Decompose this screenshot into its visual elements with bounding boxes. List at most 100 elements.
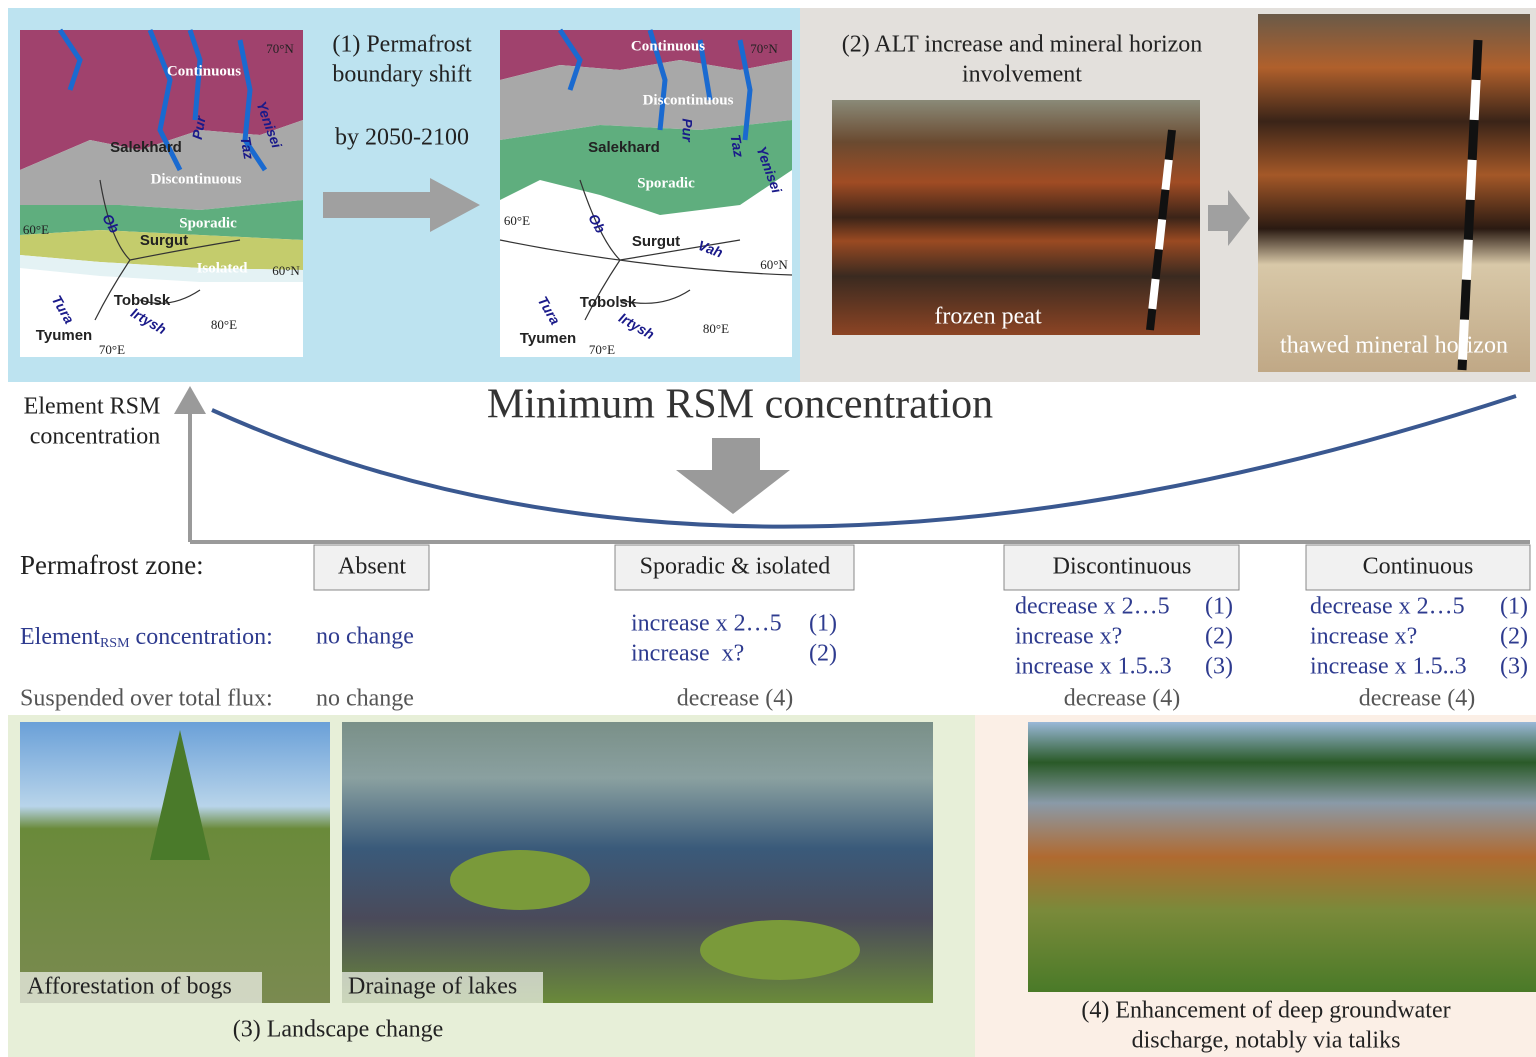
zone-sporadic <box>20 200 303 240</box>
element-ref: (2) <box>809 641 837 667</box>
map-label: Tyumen <box>36 327 92 344</box>
photo-caption: Drainage of lakes <box>348 974 517 1000</box>
map-label: Surgut <box>632 233 680 250</box>
panel-3-title: (3) Landscape change <box>233 1017 444 1043</box>
map-label: 80°E <box>211 317 237 332</box>
photo-caption: Afforestation of bogs <box>27 974 232 1000</box>
zone-isolated-edge <box>20 255 303 282</box>
future-map <box>499 28 793 357</box>
panel-4-title: discharge, notably via taliks <box>1132 1028 1401 1054</box>
rivers <box>557 28 753 141</box>
flux-change: no change <box>316 686 414 712</box>
map-label: Tobolsk <box>580 294 637 311</box>
element-change: increase x? <box>631 641 744 667</box>
photo-frozen-peat <box>832 100 1200 335</box>
map-label: 70°N <box>750 41 778 56</box>
map-label: 70°N <box>266 41 294 56</box>
element-ref: (3) <box>1500 654 1528 680</box>
photo-caption: thawed mineral horizon <box>1280 333 1508 359</box>
zone-box <box>614 544 855 591</box>
label-main: Element <box>20 624 100 650</box>
zone-box <box>313 544 430 591</box>
map-label: Sporadic <box>179 215 237 231</box>
map-label: 70°E <box>589 342 615 357</box>
photo-thawed-horizon <box>1258 14 1530 372</box>
map-label: 60°E <box>504 213 530 228</box>
panel-1-period: by 2050-2100 <box>335 125 469 151</box>
map-label: 60°N <box>272 263 300 278</box>
panel-1-title: (1) Permafrost <box>332 32 472 58</box>
map-label: 70°E <box>99 342 125 357</box>
element-change: increase x? <box>1015 624 1122 650</box>
element-ref: (2) <box>1500 624 1528 650</box>
map-label: 80°E <box>703 321 729 336</box>
current-map <box>20 28 303 357</box>
tree <box>150 730 210 860</box>
flux-row-label: Suspended over total flux: <box>20 686 273 712</box>
caption-bg <box>342 972 543 1003</box>
map-label: 60°E <box>23 222 49 237</box>
zone-name: Discontinuous <box>1053 554 1192 580</box>
y-axis-label: concentration <box>30 424 161 450</box>
shift-arrow <box>323 178 480 232</box>
alt-arrow <box>1208 190 1250 246</box>
zone-discontinuous <box>20 120 303 210</box>
element-change: decrease x 2…5 <box>1015 594 1170 620</box>
element-ref: (1) <box>1500 594 1528 620</box>
rivers-minor <box>94 179 241 321</box>
label-rest: concentration: <box>136 624 273 650</box>
zone-row-label: Permafrost zone: <box>20 550 204 580</box>
panel-1-title: boundary shift <box>332 62 472 88</box>
panel-2-title: involvement <box>962 62 1082 88</box>
minimum-arrow <box>676 438 790 514</box>
map-label: Tyumen <box>520 330 576 347</box>
y-axis-arrowhead <box>174 386 206 414</box>
map-label: Taz <box>237 135 257 160</box>
map-label: Continuous <box>631 38 705 54</box>
zone-name: Absent <box>338 554 406 580</box>
zone-box <box>1305 544 1531 591</box>
flux-change: decrease (4) <box>677 686 794 712</box>
element-row-label: ElementRSM concentration: <box>20 624 273 652</box>
rivers <box>57 28 268 172</box>
zone-name: Sporadic & isolated <box>640 554 831 580</box>
islet <box>450 850 590 910</box>
map-label: Salekhard <box>110 139 182 156</box>
panel-4-title: (4) Enhancement of deep groundwater <box>1081 998 1450 1024</box>
element-change: increase x? <box>1310 624 1417 650</box>
element-change: decrease x 2…5 <box>1310 594 1465 620</box>
flux-change: decrease (4) <box>1359 686 1476 712</box>
element-change: increase x 1.5..3 <box>1310 654 1467 680</box>
ruler <box>1457 39 1483 371</box>
element-ref: (3) <box>1205 654 1233 680</box>
flux-change: decrease (4) <box>1064 686 1181 712</box>
panel-2-title: (2) ALT increase and mineral horizon <box>842 32 1203 58</box>
ruler <box>1457 39 1483 371</box>
element-ref: (2) <box>1205 624 1233 650</box>
label-subscript: RSM <box>100 636 130 651</box>
map-label: Salekhard <box>588 139 660 156</box>
map-label: Sporadic <box>637 175 695 191</box>
map-label: Isolated <box>197 260 248 276</box>
map-label: Taz <box>727 133 747 158</box>
map-label: Discontinuous <box>151 171 242 187</box>
rivers-minor <box>499 179 793 321</box>
zone-continuous <box>500 30 792 80</box>
islet <box>700 920 860 980</box>
ruler <box>1146 129 1176 331</box>
element-change: increase x 2…5 <box>631 611 782 637</box>
zone-name: Continuous <box>1363 554 1474 580</box>
map-label: Surgut <box>140 232 188 249</box>
map-label: Tobolsk <box>114 292 171 309</box>
concentration-curve <box>211 394 1517 529</box>
zone-continuous <box>20 30 303 170</box>
map-label: Pur <box>679 118 695 143</box>
zone-sporadic <box>500 120 792 215</box>
map-label: Discontinuous <box>643 92 734 108</box>
map-label: 60°N <box>760 257 788 272</box>
curve-title: Minimum RSM concentration <box>487 382 993 428</box>
element-ref: (1) <box>1205 594 1233 620</box>
photo-caption: frozen peat <box>934 304 1042 330</box>
